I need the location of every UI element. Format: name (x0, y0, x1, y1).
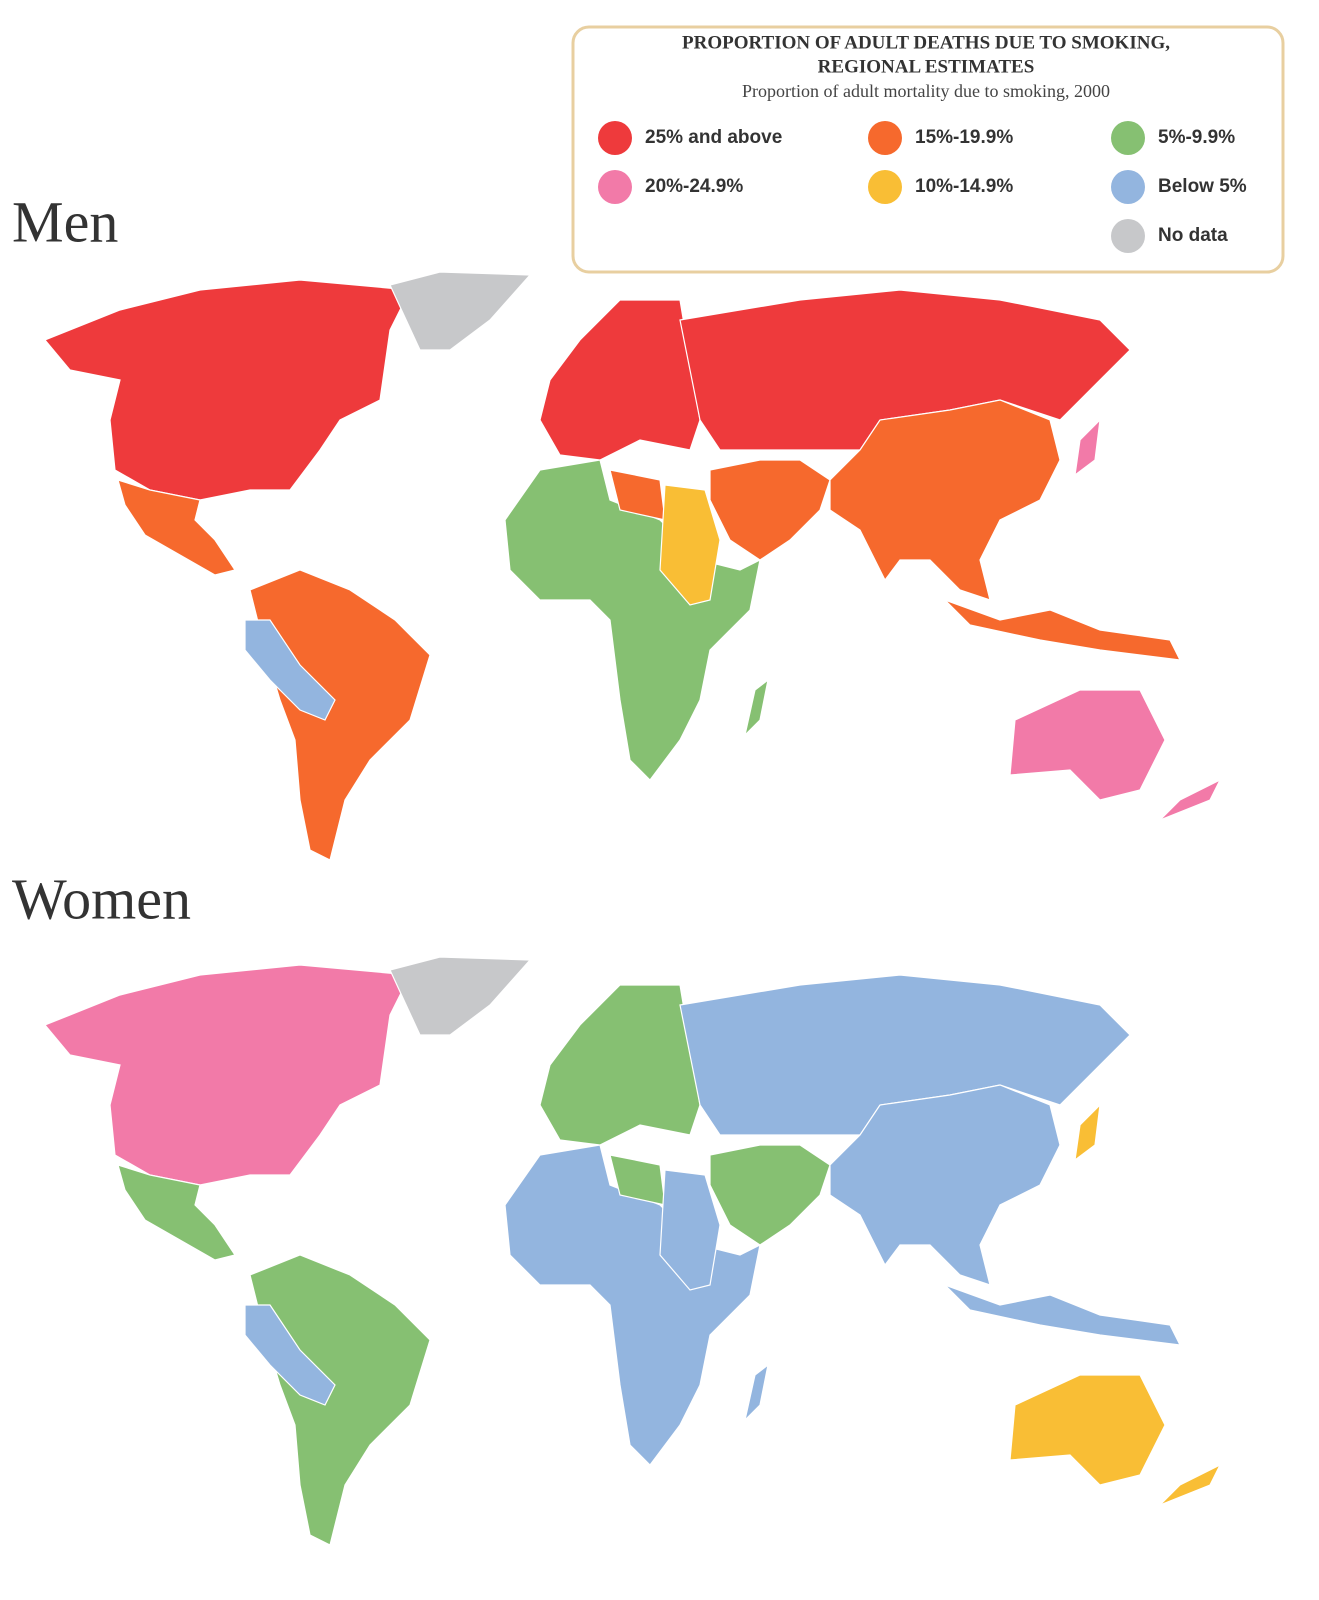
region (539, 299, 701, 461)
legend-label: 5%-9.9% (1158, 127, 1235, 148)
region (1159, 1463, 1222, 1506)
region (539, 984, 701, 1146)
legend-swatch (598, 170, 632, 204)
legend-label: 20%-24.9% (645, 176, 743, 197)
region (743, 1363, 769, 1422)
region (743, 678, 769, 737)
legend-swatch (1111, 121, 1145, 155)
legend-swatch (1111, 219, 1145, 253)
legend-label: 25% and above (645, 127, 782, 148)
region (709, 459, 831, 561)
legend-swatch (868, 170, 902, 204)
region (389, 956, 532, 1036)
legend-swatch (1111, 170, 1145, 204)
region (244, 619, 336, 721)
region (709, 1144, 831, 1246)
region (829, 1084, 1061, 1286)
map-label: Women (12, 866, 191, 931)
region (117, 1164, 236, 1261)
region (659, 484, 721, 606)
region (829, 399, 1061, 601)
region (44, 279, 411, 501)
legend-label: 15%-19.9% (915, 127, 1013, 148)
region (249, 1254, 431, 1546)
legend-box (571, 25, 1285, 274)
title-line: PROPORTION OF ADULT DEATHS DUE TO SMOKIN… (682, 32, 1170, 53)
region (1074, 418, 1101, 477)
legend-swatch (868, 121, 902, 155)
region (389, 271, 532, 351)
region (659, 1169, 721, 1291)
title-line: REGIONAL ESTIMATES (818, 56, 1035, 77)
region (1009, 689, 1166, 801)
region (117, 479, 236, 576)
region (679, 974, 1131, 1136)
region (944, 599, 1182, 661)
subtitle: Proportion of adult mortality due to smo… (742, 81, 1110, 101)
legend-label: No data (1158, 225, 1228, 246)
region (1159, 778, 1222, 821)
region (679, 289, 1131, 451)
map-label: Men (12, 189, 118, 254)
world-map (44, 956, 1222, 1546)
region (944, 1284, 1182, 1346)
legend-label: 10%-14.9% (915, 176, 1013, 197)
region (244, 1304, 336, 1406)
region (44, 964, 411, 1186)
legend-swatch (598, 121, 632, 155)
legend-label: Below 5% (1158, 176, 1247, 197)
region (249, 569, 431, 861)
region (1009, 1374, 1166, 1486)
world-map (44, 271, 1222, 861)
region (1074, 1103, 1101, 1162)
